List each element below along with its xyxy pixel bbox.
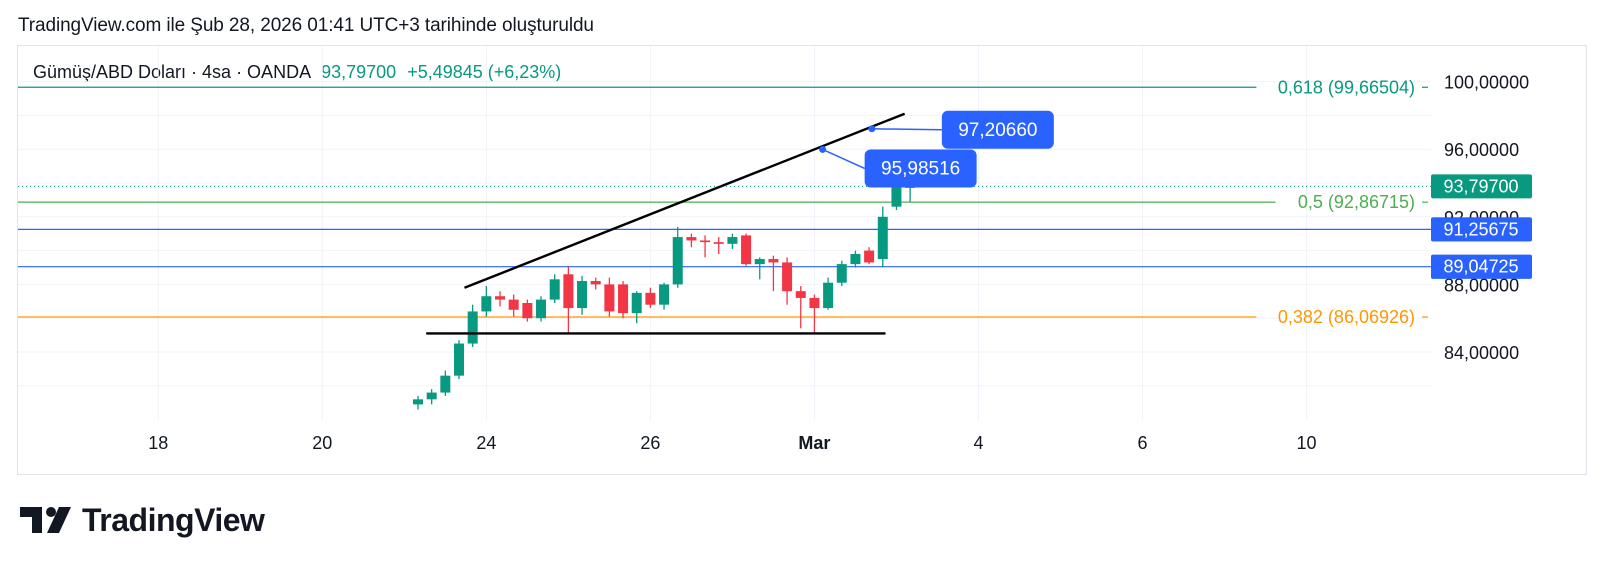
grid-lines — [18, 46, 1431, 420]
candle-body — [508, 299, 519, 310]
candle-body — [481, 296, 492, 312]
last-price-tag-text: 93,79700 — [1443, 176, 1518, 196]
candle-body — [631, 292, 642, 314]
fib-level-label: 0,5 (92,86715) — [1298, 192, 1415, 212]
candle-body — [782, 262, 793, 292]
symbol-legend[interactable]: Gümüş/ABD Doları · 4sa · OANDA 93,79700 … — [33, 62, 561, 83]
candle-body — [727, 237, 738, 244]
tradingview-logo: TradingView — [20, 500, 265, 540]
candle-body — [891, 184, 902, 207]
price-tick-label: 96,00000 — [1444, 140, 1519, 160]
candle-body — [672, 237, 683, 285]
candle-body — [454, 343, 465, 376]
candle-body — [522, 302, 533, 319]
last-price-tag — [1431, 174, 1532, 199]
chart-frame — [17, 45, 1587, 475]
candle-body — [768, 259, 779, 263]
trend-lines — [426, 112, 906, 335]
candle-body — [577, 281, 588, 309]
callout-label: 97,20660 — [958, 120, 1037, 141]
candle-body — [590, 281, 601, 285]
candle-body — [713, 242, 724, 244]
candle-body — [645, 292, 656, 305]
price-axis[interactable]: 100,0000096,0000092,0000088,0000084,0000… — [1431, 73, 1532, 363]
time-tick-label: 24 — [476, 433, 496, 453]
tradingview-logo-icon — [20, 507, 71, 533]
time-tick-label: 4 — [973, 433, 983, 453]
candle-body — [795, 291, 806, 298]
callout-label: 95,98516 — [881, 158, 960, 179]
candle-body — [467, 311, 478, 344]
price-tick-label: 100,00000 — [1444, 73, 1529, 93]
candle-series — [413, 179, 916, 410]
candle-body — [700, 240, 711, 243]
candle-body — [549, 279, 560, 300]
time-tick-label: Mar — [798, 433, 830, 453]
candle-body — [440, 375, 451, 393]
candle-body — [686, 237, 697, 241]
candle-body — [823, 282, 834, 309]
time-tick-label: 6 — [1138, 433, 1148, 453]
fib-level-label: 0,618 (99,66504) — [1278, 77, 1415, 97]
level-price-tag — [1431, 254, 1532, 279]
price-tick-label: 84,00000 — [1444, 343, 1519, 363]
candle-body — [618, 284, 629, 314]
last-price: 93,79700 — [321, 62, 397, 82]
price-tick-label: 88,00000 — [1444, 275, 1519, 295]
candle-body — [754, 259, 765, 265]
symbol-name: Gümüş/ABD Doları · 4sa · OANDA — [33, 62, 311, 82]
level-price-tag — [1431, 217, 1532, 242]
candle-body — [563, 274, 574, 309]
time-axis[interactable]: 18 20 24 26 Mar 4 6 10 — [148, 433, 1316, 453]
callout-box — [864, 149, 977, 188]
candle-body — [809, 297, 820, 309]
candle-body — [741, 235, 752, 265]
candle-body — [836, 264, 847, 283]
candle-body — [426, 392, 437, 400]
snapshot-caption: TradingView.com ile Şub 28, 2026 01:41 U… — [18, 15, 594, 36]
callout-anchor-dot — [868, 125, 876, 133]
candle-body — [495, 296, 506, 300]
callout-leader — [822, 148, 865, 170]
level-price-tag-text: 91,25675 — [1443, 219, 1518, 239]
candle-body — [864, 250, 875, 263]
horizontal-levels: 0,618 (99,66504) 0,5 (92,86715) 0,382 (86,… — [18, 77, 1532, 327]
callout-leader — [871, 128, 942, 131]
time-tick-label: 10 — [1297, 433, 1317, 453]
brand-name: TradingView — [82, 501, 265, 538]
time-tick-label: 26 — [640, 433, 660, 453]
candle-body — [604, 284, 615, 312]
trend-line — [464, 112, 906, 289]
candle-body — [850, 253, 861, 265]
price-change: +5,49845 (+6,23%) — [407, 62, 562, 82]
candle-body — [659, 284, 670, 305]
callout-anchor-dot — [819, 145, 827, 153]
price-callouts: 97,20660 95,98516 — [819, 110, 1054, 188]
fib-level-label: 0,382 (86,06926) — [1278, 307, 1415, 327]
time-tick-label: 20 — [312, 433, 332, 453]
time-tick-label: 18 — [148, 433, 168, 453]
candle-body — [413, 399, 423, 405]
candle-body — [877, 216, 888, 260]
callout-box — [941, 110, 1054, 149]
candle-body — [536, 299, 547, 319]
level-price-tag-text: 89,04725 — [1443, 257, 1518, 277]
